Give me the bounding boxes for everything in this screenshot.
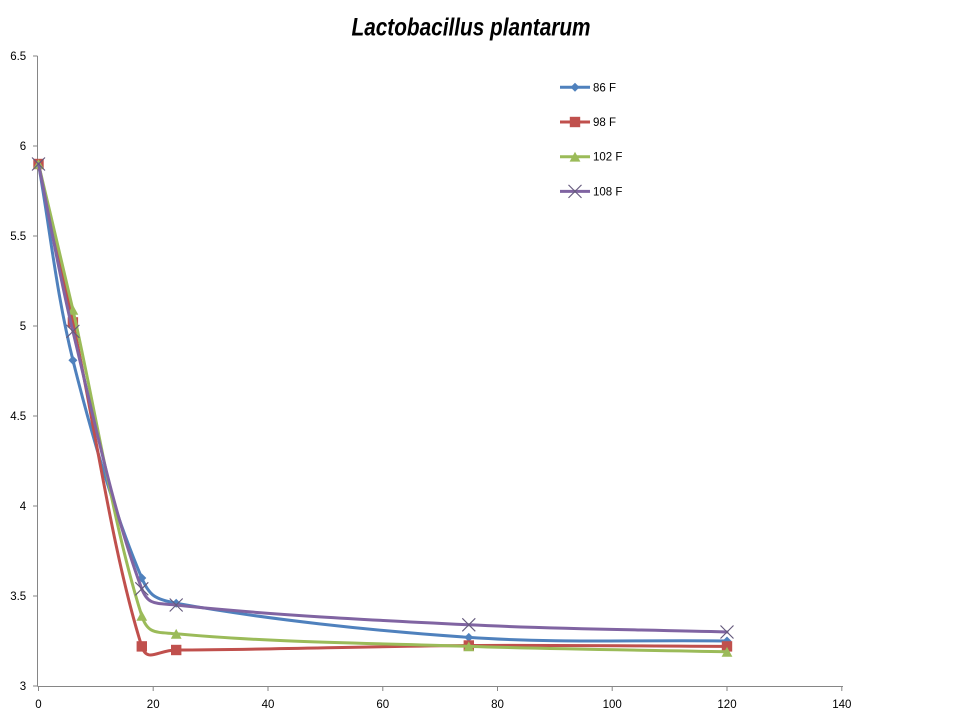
svg-text:60: 60 — [376, 699, 389, 711]
svg-text:102 F: 102 F — [593, 152, 622, 164]
svg-text:140: 140 — [832, 699, 851, 711]
svg-text:120: 120 — [717, 699, 736, 711]
svg-text:108 F: 108 F — [593, 186, 622, 198]
svg-text:98 F: 98 F — [593, 117, 616, 129]
svg-text:3.5: 3.5 — [10, 591, 26, 603]
svg-text:0: 0 — [35, 699, 41, 711]
svg-text:Lactobacillus plantarum: Lactobacillus plantarum — [352, 14, 591, 42]
svg-text:4.5: 4.5 — [10, 411, 26, 423]
svg-text:4: 4 — [20, 501, 27, 513]
svg-text:100: 100 — [603, 699, 622, 711]
svg-text:5.5: 5.5 — [10, 231, 26, 243]
svg-text:5: 5 — [20, 321, 26, 333]
svg-text:6: 6 — [20, 141, 26, 153]
svg-text:80: 80 — [491, 699, 504, 711]
svg-text:6.5: 6.5 — [10, 51, 26, 63]
svg-text:40: 40 — [262, 699, 275, 711]
svg-text:20: 20 — [147, 699, 160, 711]
svg-text:86 F: 86 F — [593, 82, 616, 94]
svg-text:3: 3 — [20, 681, 26, 693]
